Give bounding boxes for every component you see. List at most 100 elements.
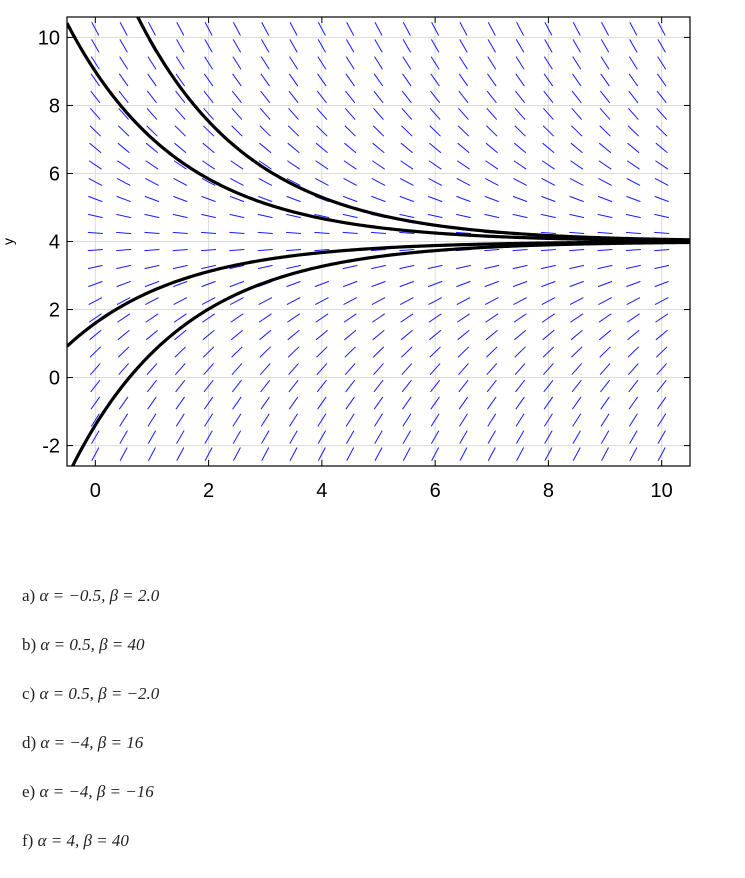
slope-segment (656, 90, 667, 104)
slope-segment (400, 160, 414, 170)
slope-segment (543, 363, 554, 375)
slope-segment (117, 125, 130, 137)
slope-segment (286, 280, 301, 288)
slope-segment (260, 90, 271, 104)
slope-segment (542, 329, 555, 341)
option-b: b) α = 0.5, β = 40 (22, 633, 159, 682)
slope-segment (144, 195, 160, 203)
slope-segment (372, 125, 385, 137)
slope-segment (459, 447, 468, 461)
slope-segment (286, 248, 302, 252)
slope-segment (117, 160, 131, 170)
slope-segment (201, 231, 217, 235)
slope-segment (232, 447, 241, 461)
slope-segment (429, 363, 441, 375)
slope-segment (542, 346, 555, 358)
slope-segment (654, 248, 670, 252)
slope-segment (655, 329, 668, 341)
slope-segment (459, 39, 468, 53)
slope-segment (316, 90, 327, 104)
y-tick-label: 8 (49, 95, 60, 117)
slope-segment (516, 447, 525, 461)
slope-segment (598, 142, 612, 154)
slope-segment (89, 125, 102, 137)
slope-segment (430, 379, 441, 393)
slope-segment (656, 108, 668, 120)
slope-segment (399, 178, 414, 186)
slope-segment (431, 22, 440, 36)
slope-segment (456, 264, 471, 270)
slope-segment (344, 108, 356, 120)
slope-segment (261, 430, 270, 444)
slope-segment (655, 313, 669, 323)
slope-segment (655, 125, 668, 137)
slope-segment (484, 248, 500, 252)
slope-segment (202, 125, 215, 137)
slope-segment (202, 160, 216, 170)
slope-segment (204, 413, 214, 427)
slope-segment (229, 248, 245, 252)
slope-segment (601, 447, 610, 461)
slope-segment (201, 248, 217, 252)
slope-segment (116, 264, 132, 270)
slope-segment (119, 22, 128, 36)
slope-segment (144, 248, 160, 252)
slope-segment (399, 297, 414, 305)
option-text: α = 0.5, β = 40 (40, 635, 145, 654)
slope-segment (458, 396, 469, 410)
slope-segment (571, 379, 582, 393)
slope-segment (370, 231, 387, 235)
slope-segment (145, 142, 159, 154)
x-tick-label: 0 (90, 480, 101, 500)
slope-segment (484, 195, 499, 203)
slope-segment (456, 297, 471, 305)
slope-segment (487, 396, 497, 410)
slope-segment (173, 195, 188, 203)
slope-segment (628, 396, 639, 410)
slope-segment (232, 22, 241, 36)
slope-segment (598, 160, 612, 170)
slope-segment (485, 329, 498, 341)
slope-segment (344, 142, 357, 154)
slope-segment (372, 329, 385, 341)
slope-segment (598, 313, 612, 323)
y-axis-label: y (0, 238, 16, 245)
slope-segment (203, 379, 214, 393)
slope-segment (459, 430, 468, 444)
slope-segment (429, 142, 442, 154)
option-label: a) (22, 586, 36, 605)
slope-segment (399, 231, 415, 235)
slope-segment (345, 379, 356, 393)
slope-segment (317, 396, 327, 410)
slope-segment (231, 346, 243, 358)
slope-segment (175, 90, 186, 104)
slope-segment (656, 73, 667, 87)
slope-segment (144, 264, 160, 270)
slope-segment (145, 297, 159, 305)
slope-segment (628, 363, 639, 375)
slope-segment (289, 447, 298, 461)
slope-segment (399, 280, 415, 288)
slope-segment (456, 313, 470, 323)
slope-segment (316, 346, 328, 358)
slope-segment (119, 39, 128, 53)
slope-segment (90, 90, 101, 104)
slope-segment (88, 297, 103, 305)
slope-segment (487, 413, 497, 427)
slope-segment (88, 178, 103, 186)
slope-segment (288, 379, 299, 393)
slope-segment (485, 142, 498, 154)
slope-segment (229, 195, 245, 203)
slope-segment (429, 346, 441, 358)
slope-segment (201, 264, 217, 270)
slope-segment (654, 297, 669, 305)
slope-segment (147, 56, 157, 70)
slope-segment (286, 178, 301, 186)
slope-segment (117, 346, 130, 358)
slope-segment (569, 178, 584, 186)
slope-segment (314, 297, 329, 305)
slope-segment (657, 447, 666, 461)
slope-segment (541, 178, 556, 186)
slope-segment (569, 297, 584, 305)
slope-segment (513, 160, 527, 170)
